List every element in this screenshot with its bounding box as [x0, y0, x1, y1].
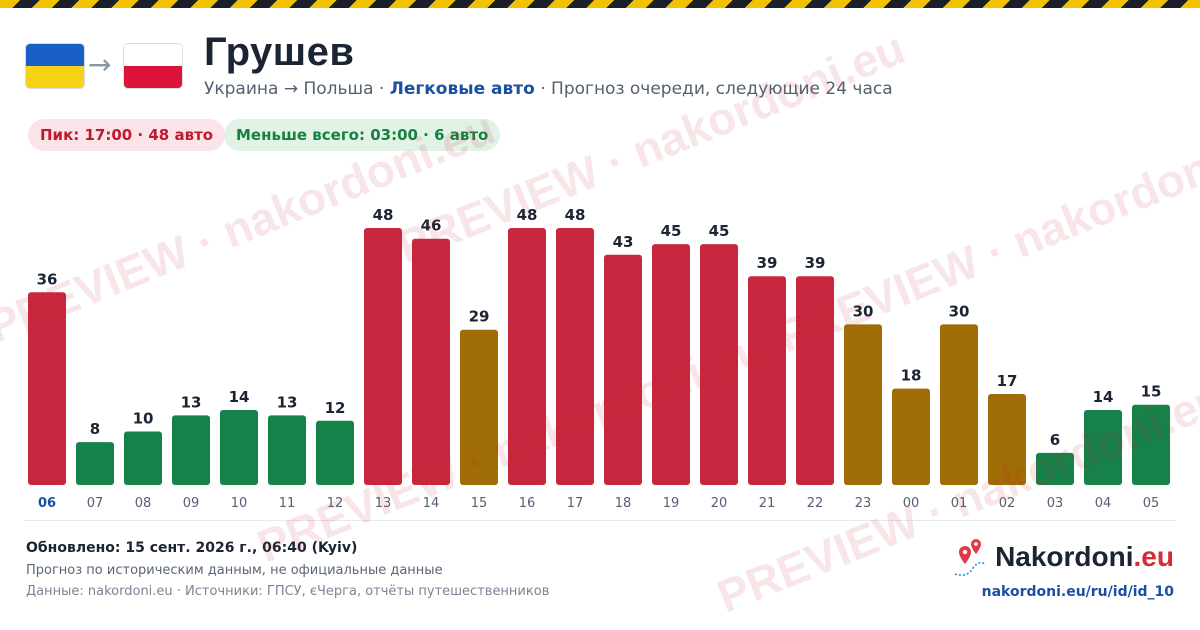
tick-label: 14: [423, 496, 440, 511]
data-sources: Данные: nakordoni.eu · Источники: ГПСУ, …: [26, 584, 550, 599]
bar-group: [28, 228, 1170, 485]
tick-label: 18: [615, 496, 632, 511]
brand-name: Nakordoni.eu: [995, 541, 1174, 572]
tick-label: 11: [279, 496, 296, 511]
value-label: 14: [1093, 388, 1114, 406]
bar-06: [28, 292, 66, 485]
tick-label: 22: [807, 496, 824, 511]
bar-05: [1132, 404, 1170, 485]
bar-21: [748, 276, 786, 485]
bar-02: [988, 393, 1026, 485]
tick-label: 20: [711, 496, 728, 511]
subtitle-forecast: · Прогноз очереди, следующие 24 часа: [534, 79, 893, 99]
value-label: 48: [565, 206, 586, 224]
tick-label: 01: [951, 496, 968, 511]
bar-00: [892, 388, 930, 485]
value-label: 15: [1141, 383, 1162, 401]
bar-15: [460, 329, 498, 485]
page-title: Грушев: [204, 30, 355, 74]
tick-label: 12: [327, 496, 344, 511]
bar-19: [652, 244, 690, 485]
tick-label: 13: [375, 496, 392, 511]
bar-11: [268, 415, 306, 485]
bar-09: [172, 415, 210, 485]
value-label: 6: [1050, 431, 1060, 449]
bar-16: [508, 228, 546, 485]
value-label: 39: [805, 254, 826, 272]
tick-label: 23: [855, 496, 872, 511]
poland-flag-icon: [124, 44, 182, 88]
value-label: 13: [277, 393, 298, 411]
bar-17: [556, 228, 594, 485]
updated-timestamp: Обновлено: 15 сент. 2026 г., 06:40 (Kyiv…: [26, 540, 358, 556]
forecast-disclaimer: Прогноз по историческим данным, не офици…: [26, 563, 443, 578]
value-label-group: 36 8 10 13 14 13 12 48 46 29 48 48 43 45 45 39 39 30 18 30 1…: [37, 206, 1162, 449]
value-label: 30: [853, 302, 874, 320]
value-label: 30: [949, 302, 970, 320]
tick-label: 08: [135, 496, 152, 511]
bar-20: [700, 244, 738, 485]
value-label: 48: [517, 206, 538, 224]
value-label: 48: [373, 206, 394, 224]
value-label: 12: [325, 399, 346, 417]
bar-18: [604, 254, 642, 485]
value-label: 17: [997, 372, 1018, 390]
tick-label: 03: [1047, 496, 1064, 511]
tick-label: 05: [1143, 496, 1160, 511]
bar-04: [1084, 410, 1122, 485]
bar-12: [316, 420, 354, 485]
bar-23: [844, 324, 882, 485]
tick-label-group: 06 07 08 09 10 11 12 13 14 15 16 17 18 19 20 21 22 23 00 01…: [38, 496, 1159, 511]
tick-label: 10: [231, 496, 248, 511]
value-label: 39: [757, 254, 778, 272]
tick-label: 02: [999, 496, 1016, 511]
brand-url-link[interactable]: nakordoni.eu/ru/id/id_10: [981, 584, 1174, 600]
minimum-badge: Меньше всего: 03:00 · 6 авто: [224, 119, 501, 151]
tick-label: 16: [519, 496, 536, 511]
brand-logo: Nakordoni.eu: [949, 538, 1174, 576]
tick-label: 06: [38, 496, 56, 511]
tick-label: 09: [183, 496, 200, 511]
value-label: 45: [661, 222, 682, 240]
value-label: 45: [709, 222, 730, 240]
bar-03: [1036, 452, 1074, 485]
map-pin-icon: [949, 538, 989, 576]
tick-label: 00: [903, 496, 920, 511]
ukraine-flag-icon: [26, 44, 84, 88]
bar-10: [220, 410, 258, 485]
tick-label: 15: [471, 496, 488, 511]
tick-label: 19: [663, 496, 680, 511]
value-label: 10: [133, 409, 154, 427]
tick-label: 07: [87, 496, 104, 511]
bar-01: [940, 324, 978, 485]
value-label: 43: [613, 233, 634, 251]
subtitle-route: Украина → Польша ·: [204, 79, 390, 99]
footer-divider: [24, 520, 1176, 521]
arrow-right-icon: →: [88, 48, 112, 81]
value-label: 14: [229, 388, 250, 406]
value-label: 29: [469, 308, 490, 326]
tick-label: 21: [759, 496, 776, 511]
tick-label: 17: [567, 496, 584, 511]
vehicle-type: Легковые авто: [389, 79, 535, 99]
queue-forecast-chart: 36 8 10 13 14 13 12 48 46 29 48 48 43 45 45 39 39 30 18 30 1…: [28, 206, 1170, 511]
value-label: 18: [901, 367, 922, 385]
hazard-stripe: [0, 0, 1200, 8]
value-label: 36: [37, 270, 58, 288]
bar-14: [412, 238, 450, 485]
page-subtitle: Украина → Польша · Легковые авто · Прогн…: [204, 79, 893, 99]
value-label: 8: [90, 420, 100, 438]
value-label: 46: [421, 217, 442, 235]
peak-badge: Пик: 17:00 · 48 авто: [28, 119, 226, 151]
value-label: 13: [181, 393, 202, 411]
tick-label: 04: [1095, 496, 1112, 511]
bar-22: [796, 276, 834, 485]
bar-07: [76, 442, 114, 485]
bar-13: [364, 228, 402, 485]
bar-08: [124, 431, 162, 485]
